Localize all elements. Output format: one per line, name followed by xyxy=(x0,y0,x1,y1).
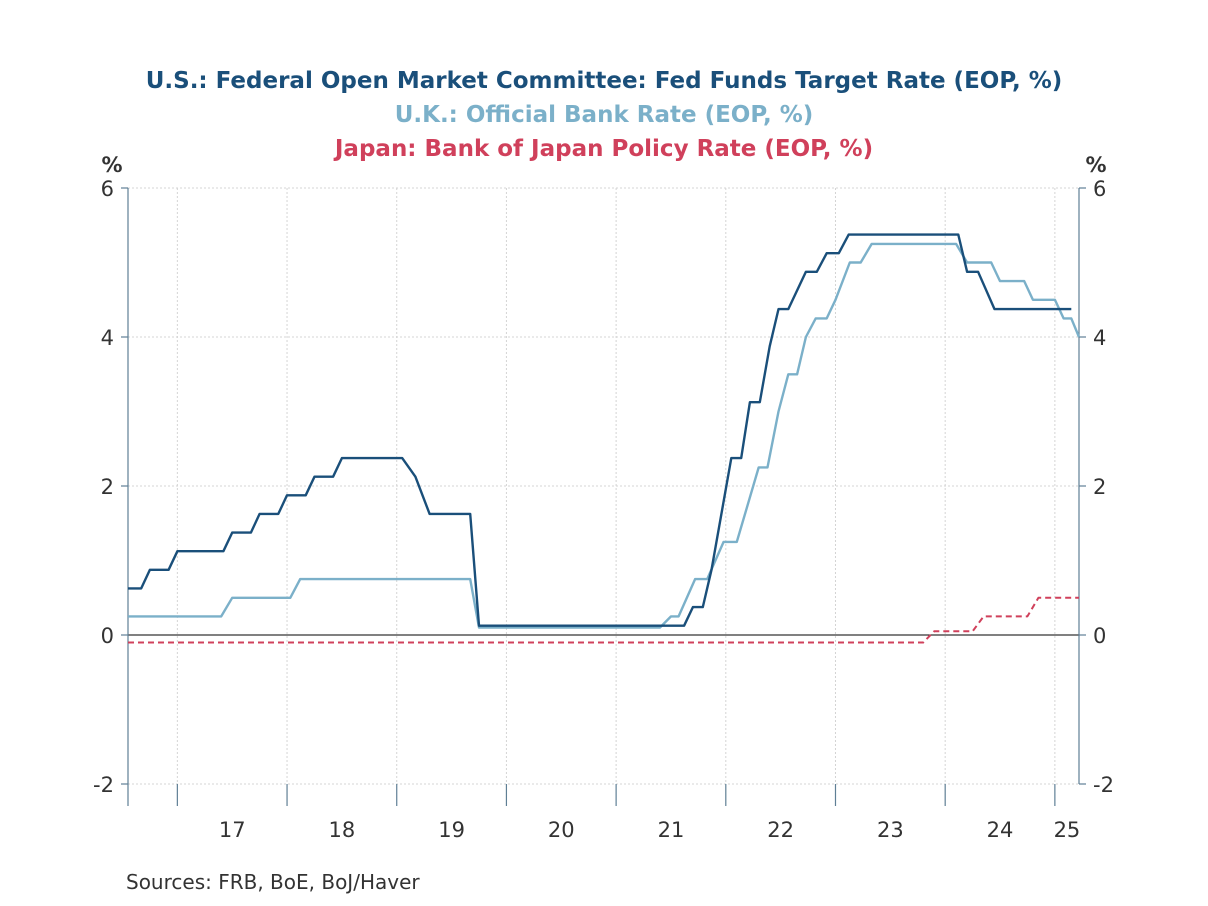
series-japan-policy-rate xyxy=(128,596,1079,644)
y-tick-label-left: 4 xyxy=(101,326,114,350)
y-tick-label-left: 6 xyxy=(101,177,114,201)
x-tick-label: 18 xyxy=(329,818,356,842)
title-us: U.S.: Federal Open Market Committee: Fed… xyxy=(145,68,1063,94)
x-tick-label: 25 xyxy=(1054,818,1081,842)
x-tick-label: 19 xyxy=(438,818,465,842)
y-tick-label-left: 0 xyxy=(101,624,114,648)
y-tick-label-right: 6 xyxy=(1093,177,1106,201)
axes: 6 64 42 20 0-2 -217 18 19 20 21 22 23 24 25 xyxy=(93,177,1114,842)
x-tick-label: 21 xyxy=(658,818,685,842)
x-tick-label: 22 xyxy=(767,818,794,842)
y-unit-right: % xyxy=(1085,153,1106,177)
y-tick-label-left: 2 xyxy=(101,475,114,499)
x-tick-label: 24 xyxy=(987,818,1014,842)
series-uk-bank-rate xyxy=(128,242,1081,629)
grid xyxy=(128,187,1079,785)
y-unit-left: % xyxy=(101,153,122,177)
x-tick-label: 20 xyxy=(548,818,575,842)
title-japan: Japan: Bank of Japan Policy Rate (EOP, %… xyxy=(334,136,874,162)
x-tick-label: 17 xyxy=(219,818,246,842)
y-tick-label-right: 4 xyxy=(1093,326,1106,350)
x-tick-label: 23 xyxy=(877,818,904,842)
series-layer xyxy=(128,233,1081,644)
y-tick-label-right: 0 xyxy=(1093,624,1106,648)
source-note: Sources: FRB, BoE, BoJ/Haver xyxy=(126,870,420,894)
title-uk: U.K.: Official Bank Rate (EOP, %) xyxy=(394,102,814,128)
y-tick-label-left: -2 xyxy=(93,773,114,797)
series-us-fed-funds xyxy=(128,233,1072,627)
y-tick-label-right: -2 xyxy=(1093,773,1114,797)
y-tick-label-right: 2 xyxy=(1093,475,1106,499)
